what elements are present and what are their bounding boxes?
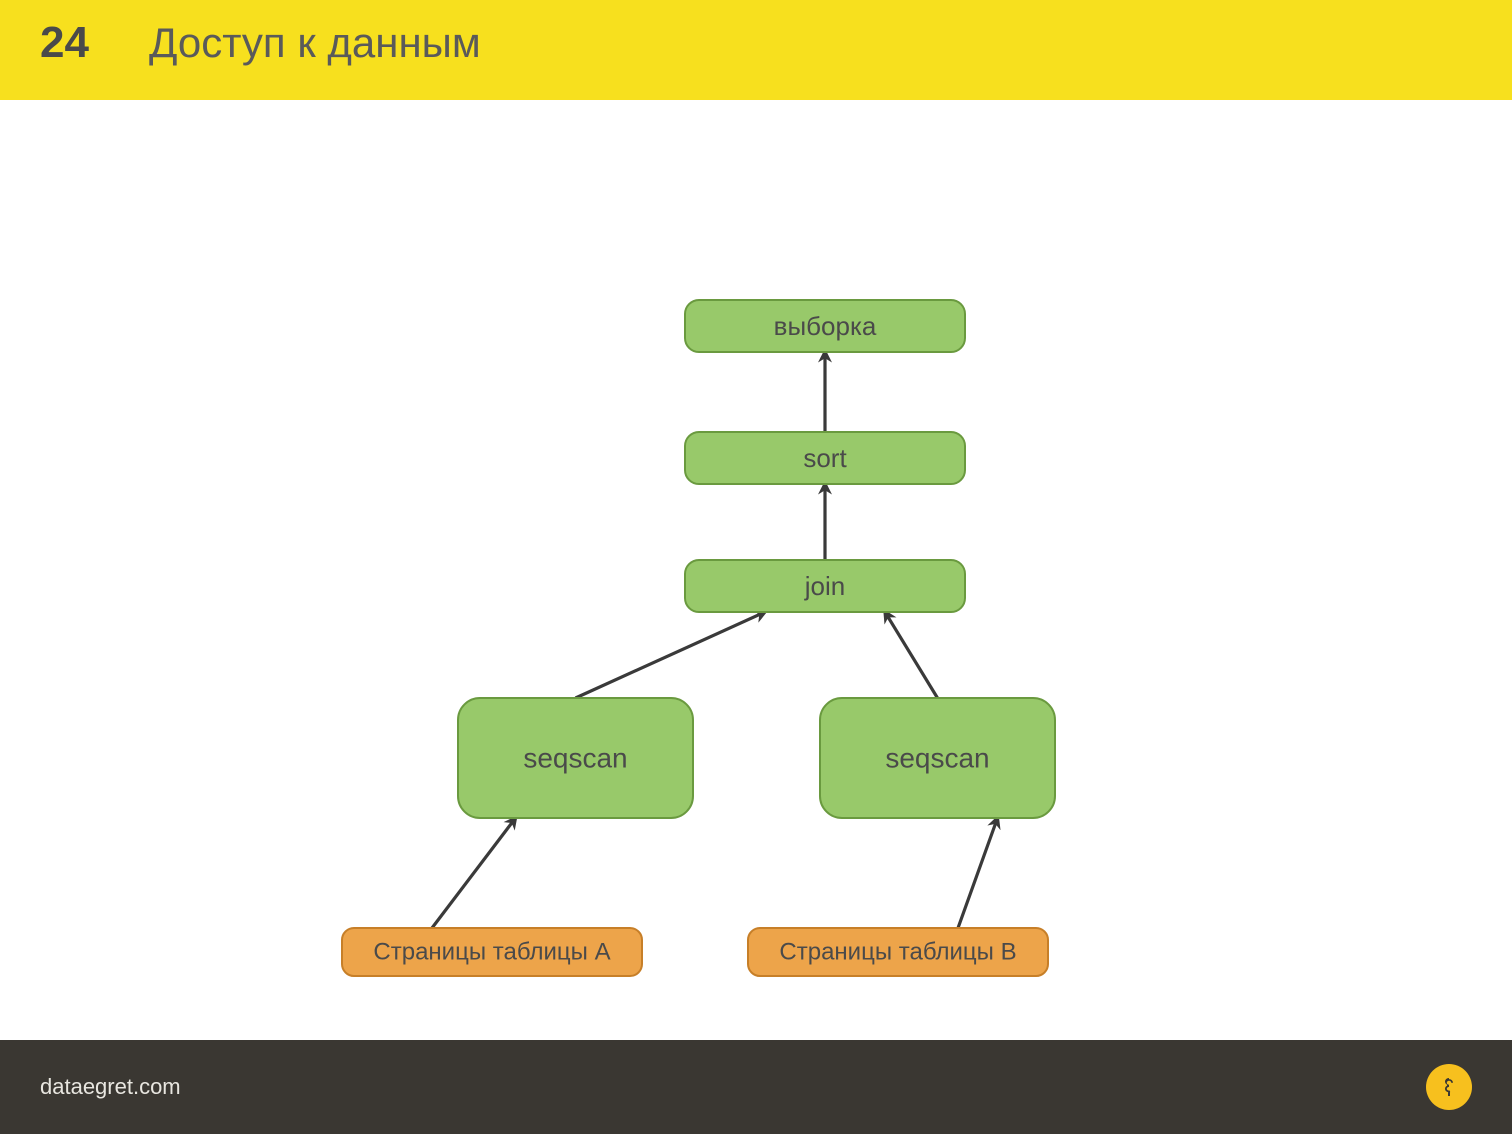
edge-seqscanA-to-join	[576, 612, 766, 698]
node-label-sort: sort	[803, 443, 847, 473]
node-label-vyborka: выборка	[774, 311, 877, 341]
node-label-seqscanB: seqscan	[885, 743, 989, 774]
node-pagesA: Страницы таблицы A	[342, 928, 642, 976]
logo-glyph-icon	[1437, 1075, 1461, 1099]
node-vyborka: выборка	[685, 300, 965, 352]
slide-footer: dataegret.com	[0, 1040, 1512, 1134]
logo-badge	[1426, 1064, 1472, 1110]
node-label-pagesB: Страницы таблицы B	[779, 939, 1016, 966]
node-label-join: join	[804, 571, 845, 601]
edge-pagesB-to-seqscanB	[958, 818, 998, 928]
query-plan-diagram: выборка sort join seqscan seqscan Страницы та…	[0, 100, 1512, 1040]
node-seqscanB: seqscan	[820, 698, 1055, 818]
slide-title: Доступ к данным	[149, 19, 481, 67]
node-pagesB: Страницы таблицы B	[748, 928, 1048, 976]
node-join: join	[685, 560, 965, 612]
node-seqscanA: seqscan	[458, 698, 693, 818]
node-label-seqscanA: seqscan	[523, 743, 627, 774]
edge-pagesA-to-seqscanA	[432, 818, 516, 928]
node-sort: sort	[685, 432, 965, 484]
slide-header: 24 Доступ к данным	[0, 0, 1512, 100]
edge-seqscanB-to-join	[885, 612, 938, 698]
footer-url: dataegret.com	[40, 1074, 181, 1100]
slide-number: 24	[40, 18, 89, 68]
node-label-pagesA: Страницы таблицы A	[373, 939, 610, 966]
